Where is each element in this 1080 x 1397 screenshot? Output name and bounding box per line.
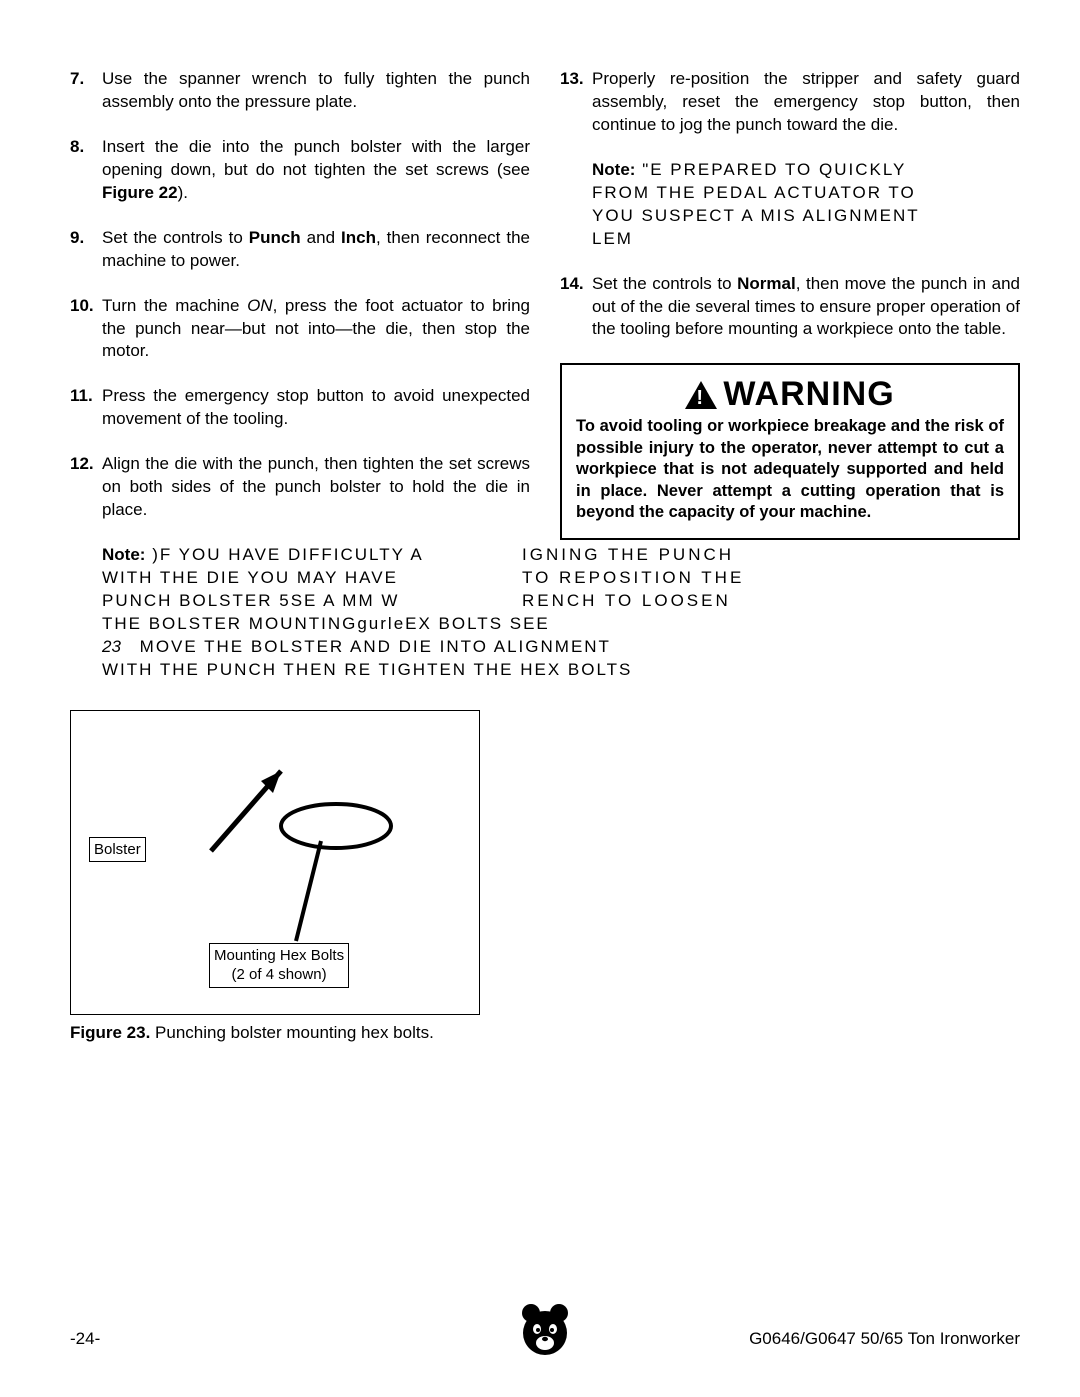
step-num: 8. [70,136,102,205]
note-13: Note: "E PREPARED TO QUICKLY FROM THE PE… [592,159,1020,251]
note-line: THE BOLSTER MOUNTINGgurleEX BOLTS SEE [102,614,550,633]
caption-bold: Figure 23. [70,1023,150,1042]
warning-box: WARNING To avoid tooling or workpiece br… [560,363,1020,539]
state: ON [247,296,273,315]
step-9: 9. Set the controls to Punch and Inch, t… [70,227,530,273]
step-body: Set the controls to Normal, then move th… [592,273,1020,342]
garble: IGNING THE PUNCH [522,544,734,567]
page-number: -24- [70,1329,100,1349]
note-line: WITH THE PUNCH THEN RE TIGHTEN THE HEX B… [102,660,632,679]
fig-num: 23 [102,637,121,656]
note-line: PUNCH BOLSTER 5SE A MM W [102,591,399,610]
text: ). [178,183,188,202]
step-12: 12. Align the die with the punch, then t… [70,453,530,522]
step-body: Align the die with the punch, then tight… [102,453,530,522]
figure-23-diagram: Bolster Mounting Hex Bolts (2 of 4 shown… [70,710,480,1015]
garble: RENCH TO LOOSEN [522,590,731,613]
step-10: 10. Turn the machine ON, press the foot … [70,295,530,364]
step-body: Set the controls to Punch and Inch, then… [102,227,530,273]
note-line: WITH THE DIE YOU MAY HAVE [102,568,398,587]
warning-title: WARNING [723,375,894,414]
text: and [301,228,341,247]
note-line: MOVE THE BOLSTER AND DIE INTO ALIGNMENT [140,637,611,656]
step-num: 7. [70,68,102,114]
step-num: 12. [70,453,102,522]
note-line: "E PREPARED TO QUICKLY [642,160,906,179]
step-14: 14. Set the controls to Normal, then mov… [560,273,1020,342]
text: Turn the machine [102,296,247,315]
step-13: 13. Properly re-position the stripper an… [560,68,1020,137]
note-12: Note: )F YOU HAVE DIFFICULTY A IGNING TH… [102,544,1042,682]
note-line: LEM [592,229,633,248]
warning-header: WARNING [576,375,1004,414]
left-column: 7. Use the spanner wrench to fully tight… [70,68,530,1043]
step-body: Use the spanner wrench to fully tighten … [102,68,530,114]
fig-ref: Figure 22 [102,183,178,202]
page-footer: -24- G0646/G0647 50/65 Ton Ironworker [70,1329,1020,1349]
step-body: Press the emergency stop button to avoid… [102,385,530,431]
step-num: 13. [560,68,592,137]
doc-title: G0646/G0647 50/65 Ton Ironworker [749,1329,1020,1349]
control: Inch [341,228,376,247]
note-label: Note: [102,545,145,564]
step-num: 14. [560,273,592,342]
step-8: 8. Insert the die into the punch bolster… [70,136,530,205]
text: Insert the die into the punch bolster wi… [102,137,530,179]
note-label: Note: [592,160,635,179]
step-body: Properly re-position the stripper and sa… [592,68,1020,137]
step-num: 11. [70,385,102,431]
warning-icon [685,381,717,409]
main-columns: 7. Use the spanner wrench to fully tight… [70,68,1020,1043]
hex-bolts-label: Mounting Hex Bolts (2 of 4 shown) [209,943,349,988]
control: Punch [249,228,301,247]
note-line: YOU SUSPECT A MIS ALIGNMENT [592,206,920,225]
step-11: 11. Press the emergency stop button to a… [70,385,530,431]
step-body: Insert the die into the punch bolster wi… [102,136,530,205]
step-num: 9. [70,227,102,273]
text: Set the controls to [102,228,249,247]
figure-23-caption: Figure 23. Punching bolster mounting hex… [70,1023,530,1043]
text: Set the controls to [592,274,737,293]
note-line: )F YOU HAVE DIFFICULTY A [152,545,424,564]
garble: TO REPOSITION THE [522,567,744,590]
bolster-label: Bolster [89,837,146,863]
warning-body: To avoid tooling or workpiece breakage a… [576,416,1004,523]
step-7: 7. Use the spanner wrench to fully tight… [70,68,530,114]
caption-text: Punching bolster mounting hex bolts. [150,1023,434,1042]
control: Normal [737,274,796,293]
note-line: FROM THE PEDAL ACTUATOR TO [592,183,916,202]
bear-logo-icon [517,1301,573,1357]
step-num: 10. [70,295,102,364]
step-body: Turn the machine ON, press the foot actu… [102,295,530,364]
